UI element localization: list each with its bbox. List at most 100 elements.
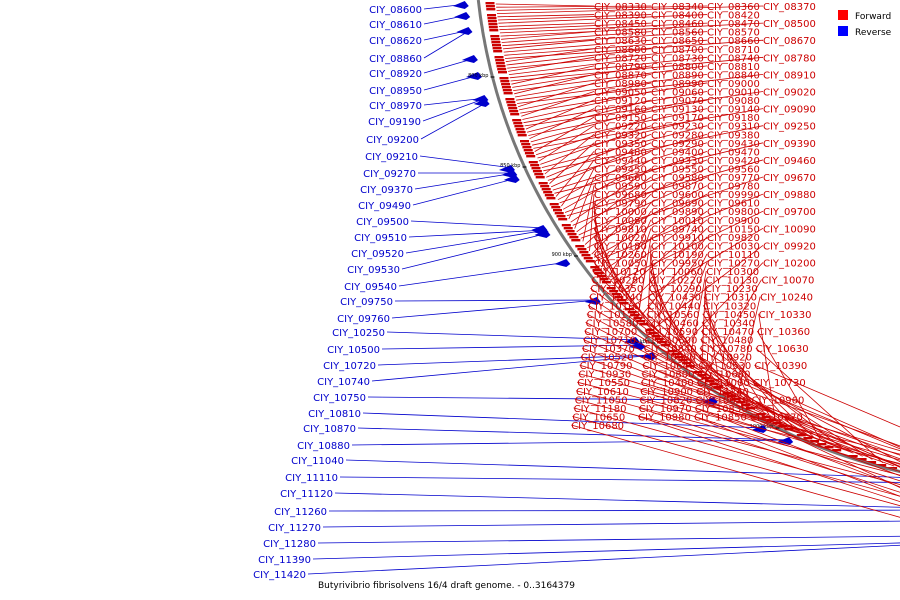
forward-gene-label: CIY_09290: [651, 139, 704, 150]
kbp-tick-label: 1000 kbp: [750, 424, 774, 430]
forward-gene-label: CIY_10620: [695, 395, 748, 406]
forward-gene-label: CIY_09160: [594, 105, 647, 116]
forward-label-connector: [755, 347, 884, 464]
forward-label-connector: [508, 56, 595, 72]
reverse-label-connector: [391, 299, 599, 319]
forward-gene-label: CIY_10780: [700, 344, 753, 355]
forward-gene-label: CIY_10130: [706, 276, 759, 287]
forward-gene-label: CIY_10340: [702, 318, 755, 329]
forward-gene-label: CIY_11000: [697, 378, 750, 389]
forward-label-connector: [749, 416, 900, 489]
forward-gene-track: [485, 2, 898, 470]
reverse-label-connector: [394, 299, 599, 302]
forward-gene-label: CIY_09390: [763, 139, 816, 150]
forward-gene-label: CIY_10660: [698, 370, 751, 381]
forward-gene-label: CIY_10170: [587, 310, 640, 321]
forward-gene-arrow: [487, 14, 496, 17]
forward-label-connector: [637, 416, 900, 503]
reverse-gene-label: CIY_09530: [347, 265, 400, 276]
reverse-gene-label: CIY_09200: [366, 135, 419, 146]
reverse-gene-label: CIY_08920: [369, 69, 422, 80]
forward-gene-arrow: [505, 98, 515, 101]
forward-gene-label: CIY_10060: [650, 267, 703, 278]
reverse-gene-label: CIY_10810: [308, 409, 361, 420]
forward-gene-label: CIY_09600: [651, 190, 704, 201]
forward-gene-label: CIY_10840: [644, 344, 697, 355]
forward-gene-arrow: [645, 329, 655, 332]
reverse-label-connector: [414, 172, 516, 190]
reverse-label-connector: [408, 229, 547, 238]
forward-gene-arrow: [485, 2, 495, 5]
forward-label-connector: [515, 74, 652, 98]
forward-gene-label: CIY_09380: [707, 130, 760, 141]
forward-label-connector: [591, 279, 694, 364]
forward-gene-label: CIY_09060: [651, 88, 704, 99]
forward-gene-arrow: [597, 275, 607, 278]
forward-gene-label: CIY_09580: [651, 173, 704, 184]
forward-gene-arrow: [756, 413, 766, 416]
forward-gene-arrow: [619, 302, 629, 305]
forward-gene-label: CIY_10460: [646, 318, 699, 329]
reverse-gene-label: CIY_10740: [317, 377, 370, 388]
forward-gene-arrow: [492, 44, 501, 47]
forward-label-connector: [613, 210, 764, 284]
forward-gene-label: CIY_10350: [590, 284, 643, 295]
forward-gene-label: CIY_09420: [707, 156, 760, 167]
reverse-label-connector: [362, 412, 766, 429]
forward-label-connector: [501, 31, 595, 40]
forward-label-connector: [508, 56, 652, 75]
forward-label-connector: [629, 228, 708, 303]
forward-label-connector: [596, 193, 764, 261]
forward-gene-arrow: [503, 92, 513, 95]
forward-label-connector: [497, 14, 595, 18]
forward-gene-label: CIY_09800: [707, 207, 760, 218]
forward-gene-arrow: [515, 128, 525, 131]
forward-gene-label: CIY_09250: [763, 122, 816, 133]
reverse-gene-labels: CIY_08600 CIY_08610 CIY_08620 CIY_08860 CIY_…: [253, 5, 422, 581]
reverse-gene-label: CIY_09540: [344, 282, 397, 293]
forward-label-connector: [541, 125, 708, 168]
forward-gene-arrow: [563, 227, 573, 230]
forward-gene-label: CIY_08370: [763, 2, 816, 13]
forward-gene-label: CIY_09740: [651, 224, 704, 235]
forward-gene-label: CIY_10020: [594, 233, 647, 244]
forward-gene-arrow: [549, 203, 559, 206]
forward-gene-label: CIY_10850: [694, 412, 747, 423]
forward-gene-label: CIY_09230: [651, 122, 704, 133]
reverse-gene-label: CIY_10500: [327, 345, 380, 356]
reverse-gene-label: CIY_08620: [369, 36, 422, 47]
forward-gene-arrow: [575, 245, 585, 248]
forward-label-connector: [586, 313, 759, 409]
reverse-label-connector: [398, 261, 569, 287]
reverse-label-connector: [381, 344, 644, 350]
forward-gene-label: CIY_10080: [594, 216, 647, 227]
forward-gene-label: CIY_08560: [651, 28, 704, 39]
reverse-gene-label: CIY_09190: [368, 117, 421, 128]
forward-label-connector: [507, 48, 708, 69]
forward-gene-label: CIY_09680: [594, 190, 647, 201]
forward-gene-label: CIY_09790: [594, 199, 647, 210]
forward-gene-label: CIY_08790: [594, 62, 647, 73]
forward-gene-label: CIY_10560: [647, 310, 700, 321]
forward-gene-label: CIY_08580: [594, 28, 647, 39]
reverse-gene-label: CIY_11120: [280, 489, 333, 500]
forward-label-connector: [696, 381, 900, 456]
forward-gene-label: CIY_09320: [594, 130, 647, 141]
forward-label-connector: [580, 176, 764, 239]
forward-gene-label: CIY_09950: [651, 259, 704, 270]
forward-gene-label: CIY_10580: [586, 318, 639, 329]
forward-gene-label: CIY_10900: [640, 387, 693, 398]
forward-gene-arrow: [499, 77, 509, 80]
forward-gene-label: CIY_09890: [651, 207, 704, 218]
forward-gene-label: CIY_09900: [707, 216, 760, 227]
forward-gene-label: CIY_09780: [707, 182, 760, 193]
forward-gene-arrow: [500, 80, 510, 83]
forward-gene-label: CIY_09170: [651, 113, 704, 124]
forward-gene-label: CIY_09350: [594, 139, 647, 150]
forward-label-connector: [516, 74, 708, 101]
forward-label-connector: [524, 91, 764, 127]
forward-gene-label: CIY_09120: [594, 96, 647, 107]
reverse-label-connector: [317, 535, 900, 544]
reverse-label-connector: [367, 396, 716, 401]
